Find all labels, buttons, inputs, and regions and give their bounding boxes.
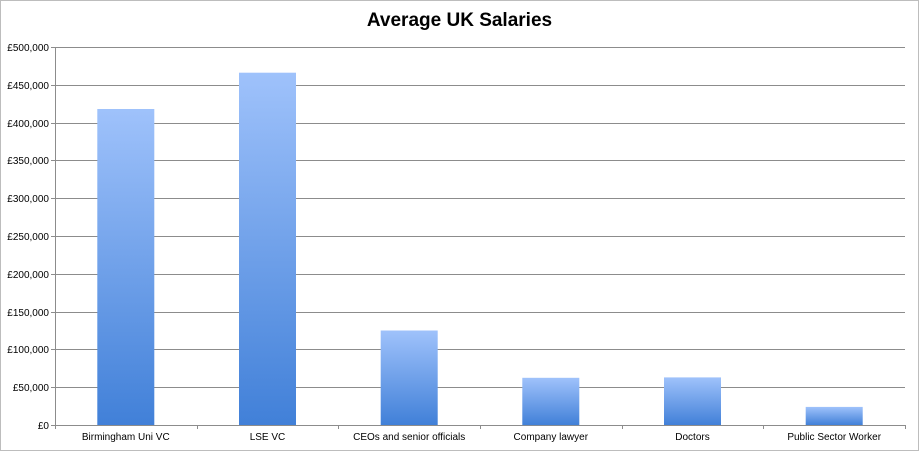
bars xyxy=(97,72,863,426)
bar xyxy=(805,406,863,425)
y-tick-label: £500,000 xyxy=(7,43,49,54)
gridlines xyxy=(51,47,905,429)
x-tick-label: CEOs and senior officials xyxy=(353,432,465,443)
y-tick-label: £0 xyxy=(38,421,50,432)
bar xyxy=(239,72,296,425)
bar xyxy=(664,377,721,425)
bar xyxy=(380,330,438,425)
x-tick-label: Birmingham Uni VC xyxy=(82,432,170,443)
y-tick-label: £450,000 xyxy=(7,81,49,92)
y-axis-ticks: £0 £50,000 £100,000 £150,000 £200,000 £250,00… xyxy=(7,43,49,432)
y-tick-label: £100,000 xyxy=(7,345,49,356)
y-tick-label: £50,000 xyxy=(13,383,50,394)
x-tick-label: Doctors xyxy=(675,432,709,443)
y-tick-label: £400,000 xyxy=(7,119,49,130)
x-tick-label: LSE VC xyxy=(250,432,286,443)
x-tick-label: Public Sector Worker xyxy=(787,432,881,443)
x-axis-ticks: Birmingham Uni VC LSE VC CEOs and senior o… xyxy=(82,425,906,443)
bar xyxy=(522,377,580,426)
y-tick-label: £300,000 xyxy=(7,194,49,205)
y-tick-label: £150,000 xyxy=(7,308,49,319)
x-tick-label: Company lawyer xyxy=(514,432,589,443)
bar xyxy=(97,109,155,425)
y-tick-label: £250,000 xyxy=(7,232,49,243)
chart-title: Average UK Salaries xyxy=(366,10,553,31)
y-tick-label: £200,000 xyxy=(7,270,49,281)
y-tick-label: £350,000 xyxy=(7,156,49,167)
